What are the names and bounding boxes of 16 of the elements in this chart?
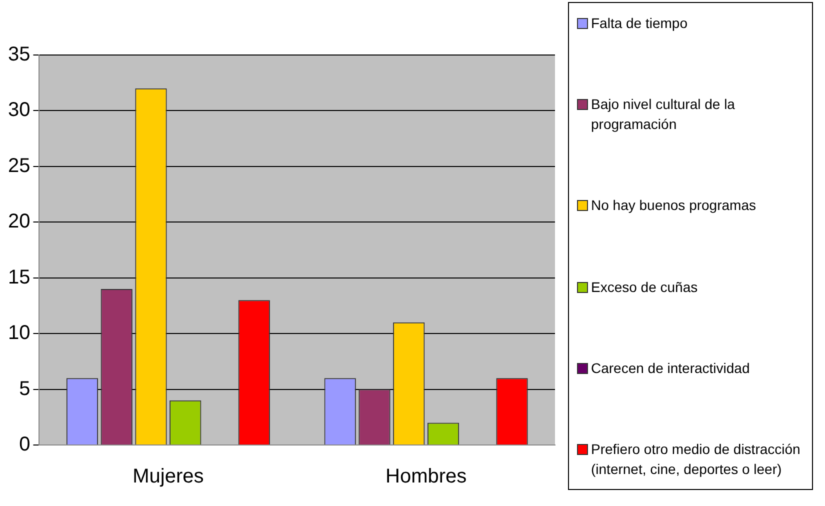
x-tick-label: Hombres xyxy=(385,466,467,488)
y-tick-label: 30 xyxy=(8,99,30,122)
legend-label: Prefiero otro medio de distracción (internet, cine, deportes o leer) xyxy=(591,440,802,479)
legend-label: Carecen de interactividad xyxy=(591,358,750,378)
y-tick-label: 35 xyxy=(8,44,30,66)
y-tick-label: 25 xyxy=(8,154,30,177)
legend-label: No hay buenos programas xyxy=(591,196,756,216)
y-tick-label: 10 xyxy=(8,322,30,344)
y-tick-label: 20 xyxy=(8,210,30,233)
y-tick-label: 15 xyxy=(8,266,30,288)
legend-label: Exceso de cuñas xyxy=(591,278,698,297)
legend-label: Bajo nivel cultural de la programación xyxy=(591,95,736,134)
x-tick-label: Mujeres xyxy=(132,466,204,488)
y-tick-label: 5 xyxy=(19,378,30,400)
y-tick-label: 0 xyxy=(19,434,30,456)
legend-label: Falta de tiempo xyxy=(591,14,688,33)
